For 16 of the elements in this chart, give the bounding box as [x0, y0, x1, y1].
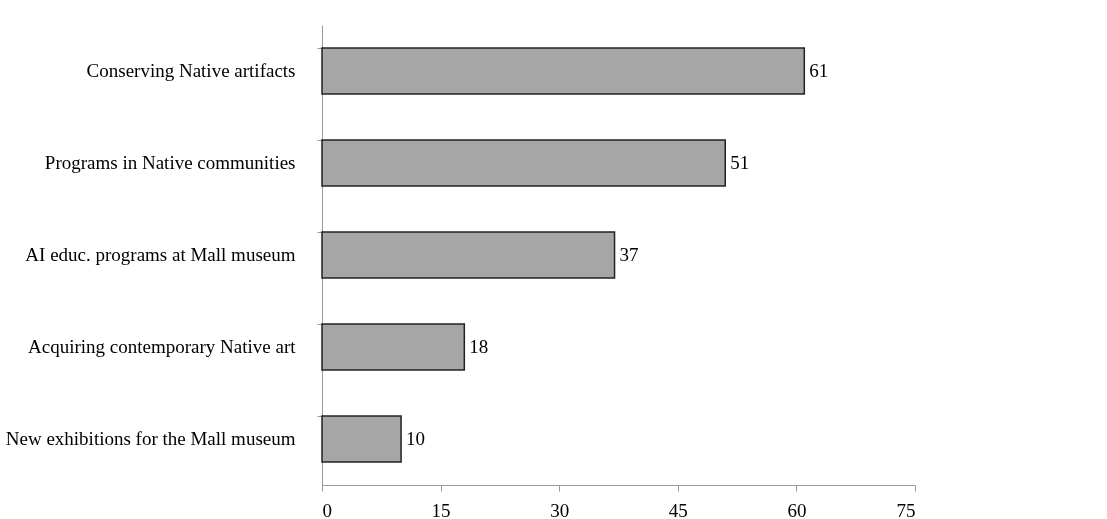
x-tick-label: 0: [322, 499, 332, 519]
x-tick-label: 75: [896, 499, 916, 519]
data-label: 18: [469, 336, 489, 357]
x-tick-label: 45: [668, 499, 688, 519]
data-label: 51: [730, 152, 750, 173]
data-label: 61: [809, 60, 829, 81]
y-tick-label: New exhibitions for the Mall museum: [5, 428, 296, 449]
y-tick-label: AI educ. programs at Mall museum: [25, 244, 296, 265]
data-label: 37: [619, 244, 639, 265]
y-tick-label: Programs in Native communities: [44, 152, 296, 173]
x-tick-label: 30: [550, 499, 570, 519]
x-tick-label: 15: [431, 499, 451, 519]
y-tick-label: Conserving Native artifacts: [86, 60, 296, 81]
x-tick-label: 60: [787, 499, 807, 519]
y-tick-label: Acquiring contemporary Native art: [28, 336, 297, 357]
data-label: 10: [406, 428, 426, 449]
